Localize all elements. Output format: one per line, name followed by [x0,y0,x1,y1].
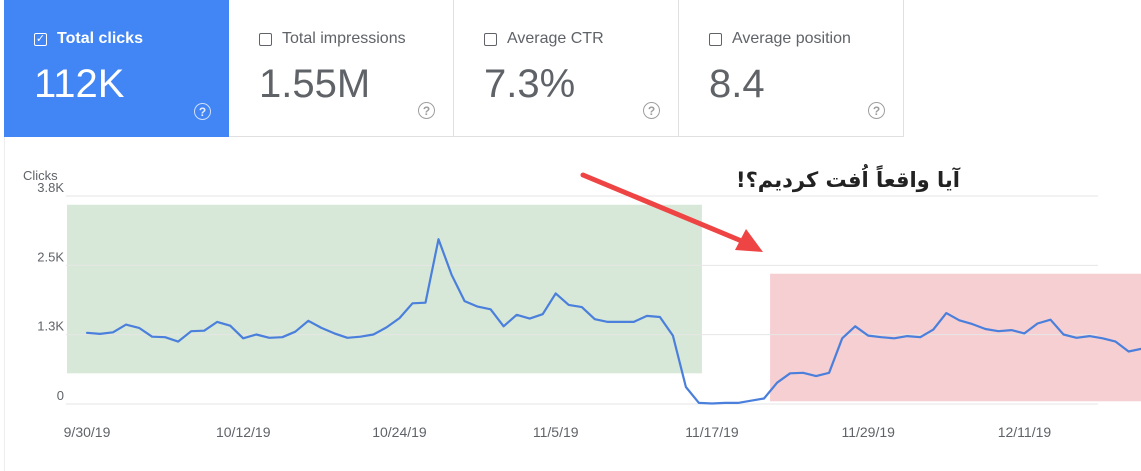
help-icon[interactable]: ? [643,102,660,119]
metric-header: Average CTR [484,30,604,48]
metric-card-average-position[interactable]: Average position 8.4 ? [679,0,904,137]
annotation-arrow-shaft [580,172,747,245]
checkbox-icon[interactable] [484,32,497,46]
x-tick-label: 11/17/19 [685,424,739,440]
x-tick-label: 11/5/19 [533,424,579,440]
x-tick-label: 12/11/19 [998,424,1052,440]
metric-label: Average position [732,30,851,47]
metric-value: 112K [34,62,125,106]
help-icon[interactable]: ? [418,102,435,119]
checkbox-icon[interactable] [709,32,722,46]
metric-card-average-ctr[interactable]: Average CTR 7.3% ? [454,0,679,137]
clicks-series-line [85,238,1141,405]
metric-label: Total clicks [57,30,143,47]
metric-value: 8.4 [709,62,765,106]
y-tick-label: 3.8K [37,180,64,195]
annotation-arrow-head [735,229,763,252]
metric-header: Total impressions [259,30,406,48]
checkbox-icon[interactable] [259,32,272,46]
metric-label: Total impressions [282,30,406,47]
annotation-text: آیا واقعاً اُفت کردیم؟! [736,168,960,192]
y-tick-label: 2.5K [37,249,64,264]
help-icon[interactable]: ? [868,102,885,119]
y-tick-label: 0 [57,388,64,403]
metric-value: 7.3% [484,62,576,106]
metric-label: Average CTR [507,30,604,47]
metric-header: Average position [709,30,851,48]
metric-value: 1.55M [259,62,371,106]
metric-cards: ✓ Total clicks 112K ? Total impressions … [4,0,904,137]
y-tick-label: 1.3K [37,319,64,334]
x-tick-label: 9/30/19 [64,424,111,440]
x-tick-label: 10/12/19 [216,424,271,440]
checkbox-checked-icon[interactable]: ✓ [34,32,47,46]
metric-card-total-impressions[interactable]: Total impressions 1.55M ? [229,0,454,137]
chart-area: 0 1.3K 2.5K 3.8K Clicks 9/30/19 10/12/19 10/24/… [0,137,1141,471]
x-tick-label: 10/24/19 [372,424,427,440]
y-axis-label: Clicks [23,168,58,183]
x-tick-label: 11/29/19 [841,424,895,440]
metric-header: ✓ Total clicks [34,30,143,48]
metric-card-total-clicks[interactable]: ✓ Total clicks 112K ? [4,0,229,137]
highlight-before-drop [67,204,702,374]
help-icon[interactable]: ? [194,103,211,120]
